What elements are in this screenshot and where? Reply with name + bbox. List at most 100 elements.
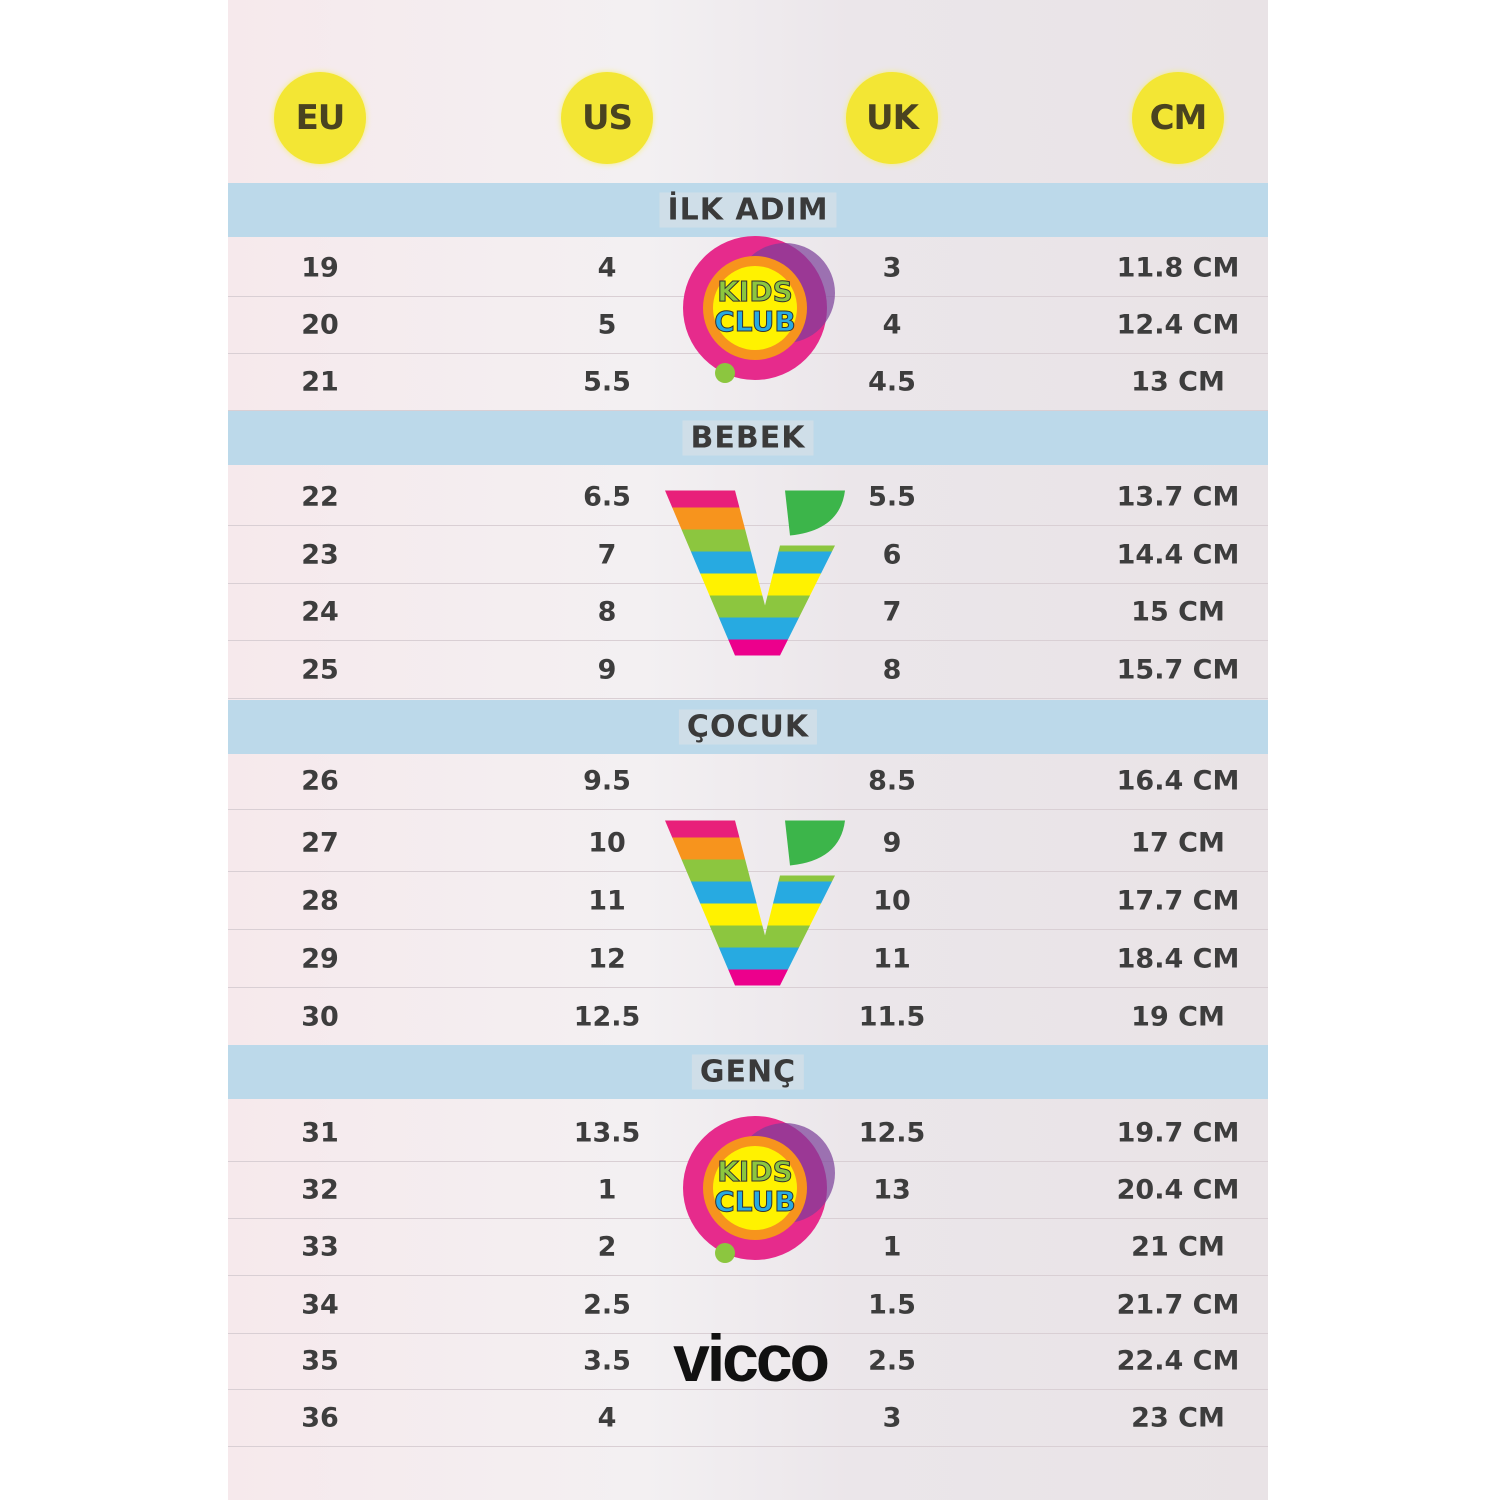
row-divider: [228, 525, 1268, 526]
size-cell: 25: [301, 654, 339, 686]
size-cell: 13.7 CM: [1116, 481, 1240, 513]
size-cell: 20.4 CM: [1116, 1174, 1240, 1206]
size-cell: 5: [597, 309, 617, 341]
column-header-eu: EU: [274, 72, 366, 164]
size-cell: 11.5: [858, 1001, 926, 1033]
size-cell: 13 CM: [1131, 366, 1225, 398]
column-header-us: US: [561, 72, 653, 164]
size-cell: 22: [301, 481, 339, 513]
size-cell: 21.7 CM: [1116, 1289, 1240, 1321]
section-title: İLK ADIM: [659, 192, 837, 228]
size-cell: 4.5: [868, 366, 916, 398]
size-cell: 11: [588, 885, 626, 917]
size-cell: 12.5: [858, 1117, 926, 1149]
size-cell: 11.8 CM: [1116, 252, 1240, 284]
size-cell: 29: [301, 943, 339, 975]
size-cell: 13: [873, 1174, 911, 1206]
v-logo: [660, 486, 850, 665]
size-cell: 3: [882, 1402, 902, 1434]
size-cell: 7: [597, 539, 617, 571]
row-divider: [228, 1275, 1268, 1276]
size-cell: 28: [301, 885, 339, 917]
size-cell: 19: [301, 252, 339, 284]
size-cell: 18.4 CM: [1116, 943, 1240, 975]
size-cell: 21: [301, 366, 339, 398]
column-header-uk: UK: [846, 72, 938, 164]
size-cell: 17 CM: [1131, 827, 1225, 859]
size-cell: 8.5: [868, 765, 916, 797]
size-cell: 2.5: [868, 1345, 916, 1377]
section-band: İLK ADIM: [228, 183, 1268, 237]
size-cell: 10: [588, 827, 626, 859]
size-cell: 17.7 CM: [1116, 885, 1240, 917]
size-cell: 2: [597, 1231, 617, 1263]
size-cell: 6.5: [583, 481, 631, 513]
size-cell: 13.5: [573, 1117, 641, 1149]
size-cell: 4: [597, 1402, 617, 1434]
row-divider: [228, 1333, 1268, 1334]
size-cell: 19.7 CM: [1116, 1117, 1240, 1149]
size-cell: 33: [301, 1231, 339, 1263]
row-divider: [228, 410, 1268, 411]
size-cell: 1: [882, 1231, 902, 1263]
svg-text:CLUB: CLUB: [714, 305, 795, 338]
size-cell: 8: [882, 654, 902, 686]
size-cell: 12.5: [573, 1001, 641, 1033]
size-cell: 9.5: [583, 765, 631, 797]
size-cell: 15 CM: [1131, 596, 1225, 628]
size-cell: 16.4 CM: [1116, 765, 1240, 797]
section-band: ÇOCUK: [228, 700, 1268, 754]
section-band: BEBEK: [228, 411, 1268, 465]
size-cell: 15.7 CM: [1116, 654, 1240, 686]
size-cell: 21 CM: [1131, 1231, 1225, 1263]
size-cell: 3.5: [583, 1345, 631, 1377]
row-divider: [228, 1446, 1268, 1447]
column-header-cm: CM: [1132, 72, 1224, 164]
size-cell: 8: [597, 596, 617, 628]
size-cell: 35: [301, 1345, 339, 1377]
size-cell: 24: [301, 596, 339, 628]
size-cell: 7: [882, 596, 902, 628]
size-cell: 1: [597, 1174, 617, 1206]
kids-club-logo: KIDS CLUB: [655, 1103, 855, 1277]
size-cell: 2.5: [583, 1289, 631, 1321]
section-band: GENÇ: [228, 1045, 1268, 1099]
size-cell: 4: [597, 252, 617, 284]
size-cell: 14.4 CM: [1116, 539, 1240, 571]
size-cell: 12.4 CM: [1116, 309, 1240, 341]
size-cell: 5.5: [583, 366, 631, 398]
size-cell: 22.4 CM: [1116, 1345, 1240, 1377]
size-cell: 23: [301, 539, 339, 571]
size-cell: 6: [882, 539, 902, 571]
kids-club-logo: KIDS CLUB: [655, 223, 855, 397]
row-divider: [228, 987, 1268, 988]
svg-text:KIDS: KIDS: [717, 275, 793, 308]
size-cell: 9: [597, 654, 617, 686]
row-divider: [228, 809, 1268, 810]
section-title: BEBEK: [682, 420, 814, 456]
size-cell: 9: [882, 827, 902, 859]
size-cell: 5.5: [868, 481, 916, 513]
section-title: GENÇ: [691, 1054, 805, 1090]
size-cell: 31: [301, 1117, 339, 1149]
v-logo: [660, 816, 850, 995]
svg-text:CLUB: CLUB: [714, 1185, 795, 1218]
size-cell: 19 CM: [1131, 1001, 1225, 1033]
size-cell: 1.5: [868, 1289, 916, 1321]
vicco-logo: vicco: [673, 1321, 830, 1395]
size-cell: 10: [873, 885, 911, 917]
size-cell: 11: [873, 943, 911, 975]
section-title: ÇOCUK: [678, 709, 818, 745]
size-cell: 4: [882, 309, 902, 341]
row-divider: [228, 698, 1268, 699]
size-cell: 26: [301, 765, 339, 797]
size-cell: 36: [301, 1402, 339, 1434]
size-cell: 3: [882, 252, 902, 284]
size-cell: 27: [301, 827, 339, 859]
size-cell: 20: [301, 309, 339, 341]
size-cell: 12: [588, 943, 626, 975]
size-cell: 23 CM: [1131, 1402, 1225, 1434]
size-cell: 34: [301, 1289, 339, 1321]
row-divider: [228, 1389, 1268, 1390]
size-cell: 30: [301, 1001, 339, 1033]
